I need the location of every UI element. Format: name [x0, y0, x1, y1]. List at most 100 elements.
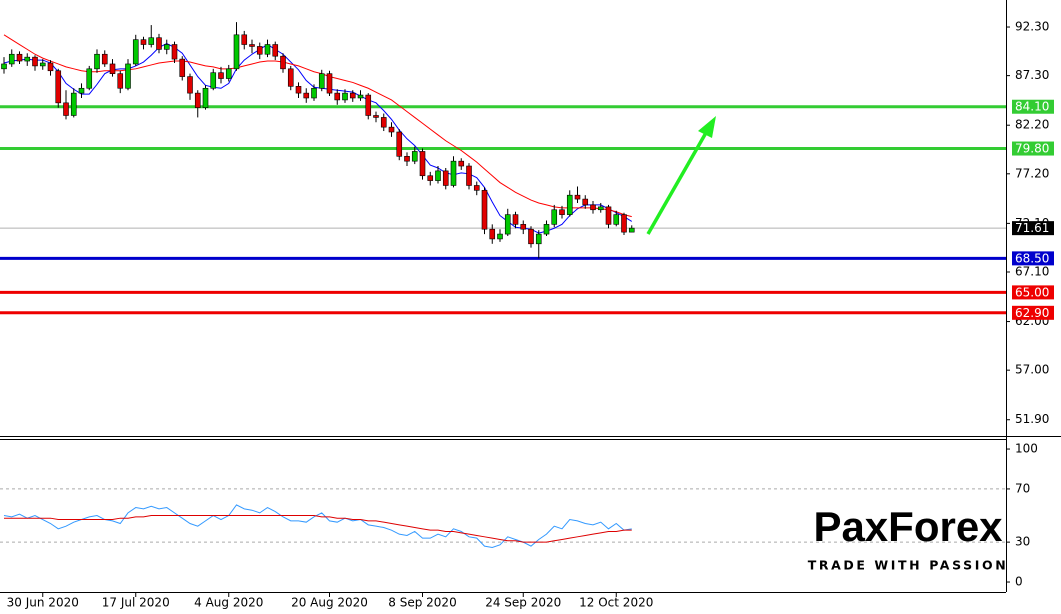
level-label-box: [1012, 285, 1054, 300]
last-price-box: [1012, 221, 1054, 236]
candle-body: [442, 170, 449, 186]
level-label: 62.90: [1015, 306, 1049, 320]
candle-body: [1, 63, 7, 70]
plot-area: [0, 22, 1006, 548]
candle-body: [8, 53, 15, 65]
candle-body: [326, 73, 333, 94]
y-tick-label: 77.20: [1015, 166, 1049, 180]
candle-body: [156, 37, 162, 50]
level-label-box: [1012, 141, 1054, 156]
candle-body: [543, 224, 550, 235]
x-tick-label: 30 Jun 2020: [7, 596, 79, 610]
y-tick-label: 51.90: [1015, 412, 1049, 426]
candle-body: [621, 214, 627, 233]
x-tick-label: 17 Jul 2020: [102, 596, 170, 610]
candle-body: [357, 94, 364, 99]
candle-body: [411, 151, 418, 162]
candle-body: [365, 94, 372, 116]
logo: PaxForex: [813, 503, 1003, 550]
candle-body: [373, 115, 379, 118]
y-tick-label: 92.30: [1015, 20, 1049, 34]
candle-body: [535, 233, 542, 245]
candle-body: [187, 76, 193, 94]
candle-body: [497, 233, 503, 240]
candle-body: [566, 194, 573, 215]
candle-body: [55, 70, 62, 104]
candle-body: [388, 126, 395, 133]
candle-body: [132, 39, 139, 65]
x-tick-label: 20 Aug 2020: [291, 596, 368, 610]
candle-body: [233, 34, 240, 70]
candle-body: [287, 68, 294, 87]
indicator-line: [3, 504, 632, 548]
candle-body: [272, 44, 279, 57]
moving-average: [3, 42, 633, 234]
candle-body: [551, 209, 558, 225]
candle-body: [241, 34, 248, 45]
candle-body: [24, 56, 31, 62]
moving-average: [3, 34, 632, 218]
candle-body: [295, 86, 302, 94]
candle-body: [70, 92, 77, 116]
candle-body: [16, 53, 23, 62]
candle-body: [32, 56, 38, 67]
candle-body: [450, 160, 457, 186]
level-label: 79.80: [1015, 142, 1049, 156]
level-label-box: [1012, 305, 1054, 320]
x-tick-label: 24 Sep 2020: [485, 596, 561, 610]
last-price-label: 71.61: [1015, 221, 1049, 235]
level-label: 65.00: [1015, 285, 1049, 299]
candle-body: [520, 224, 527, 230]
candle-body: [47, 62, 54, 72]
candle-body: [605, 206, 612, 225]
candle-body: [597, 206, 604, 211]
candle-body: [590, 204, 596, 211]
candle-body: [396, 131, 403, 157]
x-tick-label: 8 Sep 2020: [388, 596, 456, 610]
candle-body: [179, 58, 186, 77]
candle-body: [458, 160, 465, 167]
candle-body: [318, 73, 325, 89]
candle-body: [94, 53, 100, 70]
y-tick-label: 57.00: [1015, 363, 1049, 377]
candle-body: [559, 209, 565, 215]
candle-body: [311, 87, 317, 99]
forecast-arrow: [646, 116, 716, 235]
candle-body: [163, 44, 170, 50]
candle-body: [117, 73, 124, 89]
watermark: PaxForex TRADE WITH PASSION: [808, 503, 1006, 572]
candle-body: [404, 156, 410, 162]
candle-body: [78, 87, 85, 94]
candle-body: [63, 102, 69, 116]
candle-body: [628, 227, 635, 233]
candle-body: [489, 228, 496, 240]
candle-body: [466, 165, 472, 186]
candle-body: [101, 53, 108, 65]
candle-body: [473, 185, 480, 191]
candle-body: [427, 175, 434, 181]
arrow-shaft: [646, 130, 709, 235]
candle-body: [528, 228, 534, 245]
candle-body: [218, 72, 224, 79]
arrow-head: [698, 116, 716, 138]
candle-body: [249, 44, 255, 47]
candle-body: [419, 151, 426, 177]
candle-body: [613, 214, 620, 225]
level-label-box: [1012, 99, 1054, 114]
candle-body: [39, 62, 46, 67]
y-tick-label: 100: [1015, 442, 1038, 456]
candle-body: [86, 68, 93, 89]
candle-body: [349, 92, 356, 99]
candle-body: [225, 68, 232, 79]
candle-body: [148, 37, 155, 45]
candle-body: [109, 63, 116, 74]
candle-body: [256, 46, 263, 55]
candle-body: [512, 214, 519, 225]
candle-body: [171, 44, 178, 60]
y-tick-label: 87.30: [1015, 68, 1049, 82]
indicator-line: [4, 515, 632, 543]
candle-body: [210, 72, 217, 89]
y-tick-label: 0: [1015, 575, 1023, 589]
